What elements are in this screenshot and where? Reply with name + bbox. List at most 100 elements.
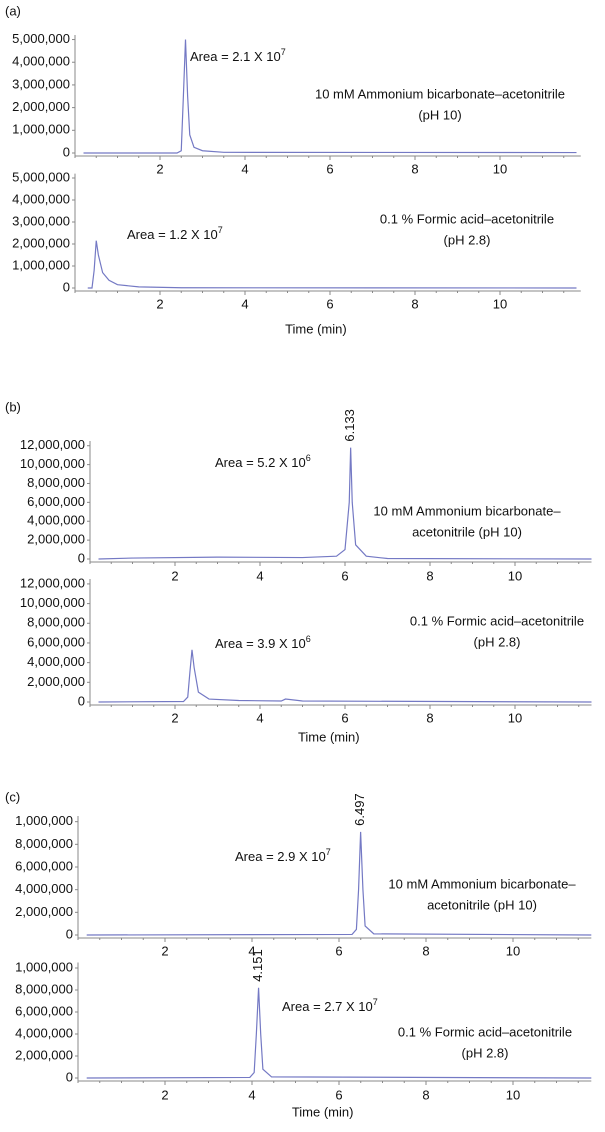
condition-label: acetonitrile (pH 10) (412, 524, 522, 539)
area-label: Area = 3.9 X 106 (215, 634, 311, 651)
x-tick-label: 8 (422, 943, 429, 958)
panel-label: (c) (5, 789, 20, 804)
y-tick-label: 0 (78, 550, 85, 565)
y-tick-label: 2,000,000 (27, 532, 85, 547)
peak-label: 6.133 (342, 409, 357, 442)
condition-label: (pH 2.8) (474, 634, 521, 649)
x-tick-label: 2 (156, 296, 163, 311)
y-tick-label: 0 (63, 279, 70, 294)
area-exponent: 6 (306, 453, 311, 463)
x-tick-label: 2 (156, 161, 163, 176)
chromatogram-trace (86, 987, 592, 1079)
y-tick-label: 2,000,000 (12, 235, 70, 250)
condition-label: (pH 2.8) (462, 1045, 509, 1060)
y-tick-label: 3,000,000 (12, 76, 70, 91)
condition-label: (pH 2.8) (444, 232, 491, 247)
condition-label: (pH 10) (418, 107, 461, 122)
y-tick-label: 6,000,000 (15, 858, 73, 873)
condition-label: acetonitrile (pH 10) (427, 897, 537, 912)
x-tick-label: 10 (508, 710, 522, 725)
x-tick-label: 4 (241, 161, 248, 176)
y-tick-label: 4,000,000 (15, 881, 73, 896)
x-tick-label: 8 (426, 568, 433, 583)
y-tick-label: 8,000,000 (15, 836, 73, 851)
area-exponent: 6 (306, 634, 311, 644)
x-tick-label: 6 (335, 943, 342, 958)
area-label: Area = 1.2 X 107 (127, 225, 223, 242)
y-tick-label: 3,000,000 (12, 213, 70, 228)
peak-label: 6.497 (352, 793, 367, 826)
y-tick-label: 8,000,000 (27, 615, 85, 630)
x-tick-label: 10 (506, 1087, 520, 1102)
x-tick-label: 4 (256, 710, 263, 725)
y-tick-label: 0 (66, 926, 73, 941)
y-tick-label: 8,000,000 (15, 981, 73, 996)
y-tick-label: 12,000,000 (20, 575, 85, 590)
x-tick-label: 8 (422, 1087, 429, 1102)
x-axis-label: Time (min) (298, 729, 360, 744)
x-tick-label: 10 (508, 568, 522, 583)
area-label: Area = 2.7 X 107 (282, 997, 378, 1014)
y-tick-label: 6,000,000 (15, 1003, 73, 1018)
y-tick-label: 2,000,000 (15, 1047, 73, 1062)
x-tick-label: 4 (241, 296, 248, 311)
area-exponent: 7 (373, 997, 378, 1007)
y-tick-label: 1,000,000 (12, 122, 70, 137)
x-tick-label: 8 (411, 296, 418, 311)
y-tick-label: 10,000,000 (20, 595, 85, 610)
x-tick-label: 8 (411, 161, 418, 176)
condition-label: 0.1 % Formic acid–acetonitrile (398, 1024, 572, 1039)
condition-label: 10 mM Ammonium bicarbonate– (373, 503, 561, 518)
y-tick-label: 6,000,000 (27, 634, 85, 649)
chromatogram-trace (87, 240, 577, 289)
y-tick-label: 2,000,000 (12, 99, 70, 114)
x-tick-label: 4 (256, 568, 263, 583)
x-tick-label: 6 (335, 1087, 342, 1102)
condition-label: 0.1 % Formic acid–acetonitrile (410, 613, 584, 628)
y-tick-label: 4,000,000 (12, 191, 70, 206)
chromatogram-trace (83, 39, 577, 154)
x-axis-label: Time (min) (285, 321, 347, 336)
y-tick-label: 10,000,000 (20, 456, 85, 471)
x-tick-label: 8 (426, 710, 433, 725)
x-axis-label: Time (min) (292, 1104, 354, 1119)
area-text: Area = 5.2 X 10 (215, 455, 306, 470)
x-tick-label: 10 (493, 296, 507, 311)
y-tick-label: 12,000,000 (20, 437, 85, 452)
x-tick-label: 2 (161, 1087, 168, 1102)
x-tick-label: 10 (506, 943, 520, 958)
area-text: Area = 3.9 X 10 (215, 636, 306, 651)
area-text: Area = 2.9 X 10 (235, 849, 326, 864)
x-tick-label: 2 (171, 710, 178, 725)
y-tick-label: 2,000,000 (27, 674, 85, 689)
y-tick-label: 1,000,000 (15, 959, 73, 974)
y-tick-label: 0 (63, 144, 70, 159)
area-label: Area = 2.9 X 107 (235, 847, 331, 864)
x-tick-label: 4 (248, 943, 255, 958)
chromatogram-trace (98, 649, 592, 703)
chromatogram-trace (98, 447, 592, 560)
y-tick-label: 1,000,000 (12, 257, 70, 272)
y-tick-label: 5,000,000 (12, 169, 70, 184)
y-tick-label: 2,000,000 (15, 904, 73, 919)
peak-label: 4.151 (250, 949, 265, 982)
y-tick-label: 4,000,000 (15, 1025, 73, 1040)
condition-label: 10 mM Ammonium bicarbonate– (388, 876, 576, 891)
chromatogram-trace (86, 831, 592, 936)
condition-label: 0.1 % Formic acid–acetonitrile (380, 211, 554, 226)
x-tick-label: 6 (326, 296, 333, 311)
y-tick-label: 1,000,000 (15, 813, 73, 828)
y-tick-label: 5,000,000 (12, 31, 70, 46)
x-tick-label: 10 (493, 161, 507, 176)
area-text: Area = 1.2 X 10 (127, 227, 218, 242)
area-label: Area = 2.1 X 107 (190, 47, 286, 64)
y-tick-label: 0 (78, 693, 85, 708)
x-tick-label: 6 (341, 568, 348, 583)
x-tick-label: 4 (248, 1087, 255, 1102)
y-tick-label: 4,000,000 (12, 54, 70, 69)
y-tick-label: 8,000,000 (27, 475, 85, 490)
y-tick-label: 4,000,000 (27, 654, 85, 669)
area-text: Area = 2.7 X 10 (282, 999, 373, 1014)
y-tick-label: 4,000,000 (27, 513, 85, 528)
